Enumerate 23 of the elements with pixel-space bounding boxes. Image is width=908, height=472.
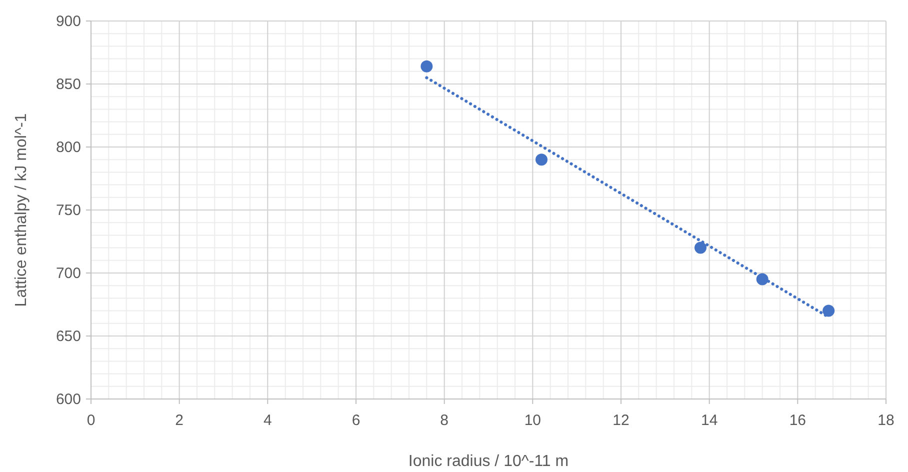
- x-tick-label: 10: [524, 412, 542, 429]
- point: [420, 60, 433, 72]
- y-tick-label: 650: [56, 328, 81, 345]
- x-axis-title: Ionic radius / 10^-11 m: [408, 453, 569, 470]
- x-tick-label: 0: [86, 412, 96, 429]
- x-tick-label: 8: [440, 412, 449, 429]
- y-tick-label: 800: [56, 139, 81, 156]
- x-tick-label: 16: [789, 412, 806, 429]
- point: [536, 154, 548, 166]
- point: [822, 304, 835, 317]
- y-tick-label: 700: [56, 265, 81, 282]
- x-tick-label: 2: [175, 412, 184, 429]
- y-tick-label: 600: [56, 391, 81, 408]
- x-tick-label: 18: [878, 412, 894, 429]
- y-tick-label: 900: [56, 13, 81, 30]
- y-tick-label: 850: [56, 76, 81, 93]
- y-tick-label: 750: [56, 202, 81, 219]
- y-axis-title: Lattice enthalpy / kJ mol^-1: [13, 113, 30, 307]
- x-tick-label: 4: [263, 412, 272, 429]
- x-tick-label: 12: [612, 412, 630, 429]
- point: [694, 242, 706, 254]
- x-tick-label: 6: [352, 412, 360, 429]
- x-tick-label: 14: [700, 412, 718, 429]
